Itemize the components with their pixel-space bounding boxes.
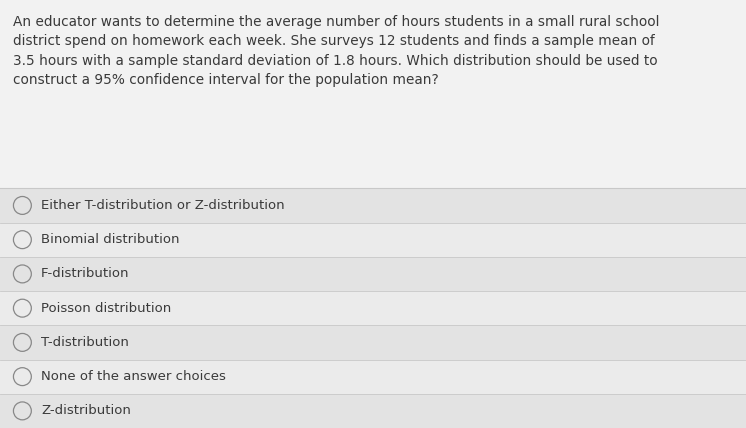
Bar [0,223,746,257]
Bar [0,360,746,394]
Bar [0,0,746,188]
Bar [0,325,746,360]
Bar [0,188,746,223]
Text: Binomial distribution: Binomial distribution [41,233,180,246]
Bar [0,257,746,291]
Bar [0,291,746,325]
Text: T-distribution: T-distribution [41,336,129,349]
Text: An educator wants to determine the average number of hours students in a small r: An educator wants to determine the avera… [13,15,660,87]
Text: Z-distribution: Z-distribution [41,404,131,417]
Text: Either T-distribution or Z-distribution: Either T-distribution or Z-distribution [41,199,285,212]
Text: None of the answer choices: None of the answer choices [41,370,226,383]
Text: F-distribution: F-distribution [41,268,130,280]
Text: Poisson distribution: Poisson distribution [41,302,172,315]
Bar [0,394,746,428]
